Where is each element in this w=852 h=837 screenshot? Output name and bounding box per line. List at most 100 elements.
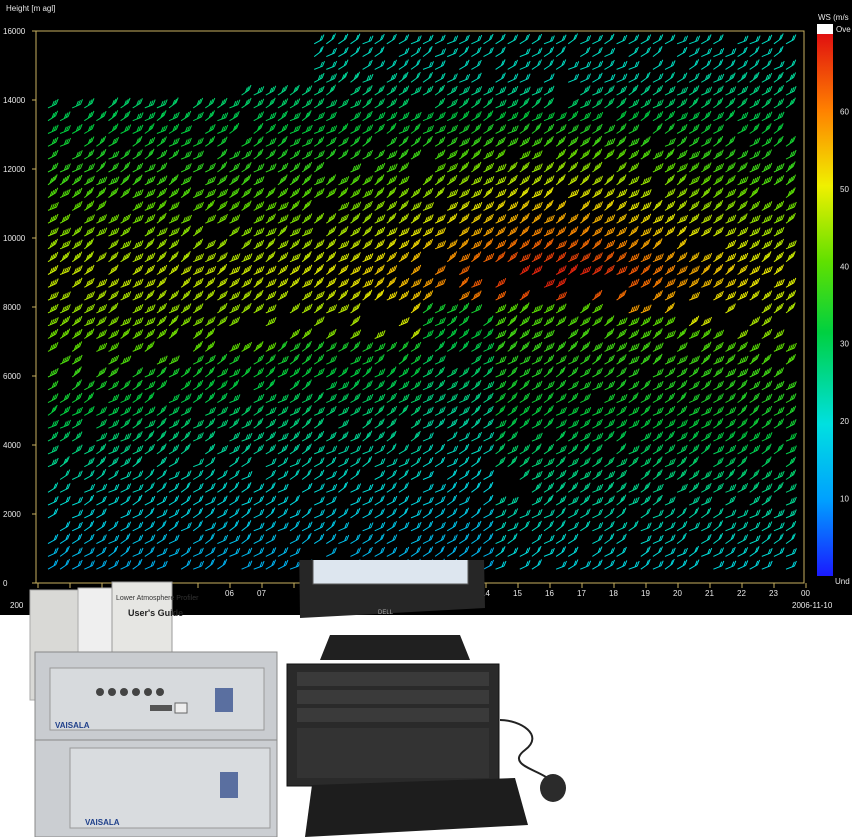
wind-barb	[374, 226, 386, 237]
wind-barb	[471, 227, 483, 237]
wind-barb	[313, 34, 325, 45]
wind-barb	[120, 213, 131, 224]
wind-barb	[446, 418, 458, 429]
wind-barb	[713, 277, 724, 288]
wind-barb	[689, 355, 700, 365]
wind-barb	[59, 456, 70, 468]
wind-barb	[156, 509, 168, 519]
wind-barb	[592, 86, 604, 96]
wind-barb	[422, 302, 433, 314]
wind-barb	[555, 481, 566, 493]
wind-barb	[519, 355, 531, 365]
wind-barb	[483, 187, 494, 199]
wind-barb	[761, 59, 772, 70]
wind-barb	[616, 317, 628, 327]
wind-barb	[313, 341, 325, 352]
wind-barb	[338, 137, 349, 147]
wind-barb	[676, 328, 687, 339]
wind-barb	[168, 214, 180, 224]
wind-barb	[531, 330, 543, 339]
wind-barb	[495, 316, 507, 327]
wind-barb	[289, 520, 300, 532]
wind-barb	[265, 482, 276, 493]
wind-barb	[132, 291, 144, 301]
wind-barb	[640, 98, 652, 109]
wind-barb	[507, 533, 518, 545]
wind-barb	[265, 469, 276, 480]
wind-barb	[386, 73, 398, 83]
wind-barb	[277, 394, 289, 404]
wind-barb	[59, 266, 71, 275]
wind-barb	[96, 560, 107, 570]
wind-barb	[253, 187, 264, 199]
wind-barb	[580, 432, 591, 442]
wind-barb	[531, 509, 543, 519]
wind-barb	[180, 150, 192, 160]
wind-barb	[229, 495, 240, 506]
wind-barb	[507, 187, 518, 199]
wind-barb	[459, 507, 470, 519]
wind-barb	[217, 470, 228, 480]
wind-barb	[410, 264, 422, 275]
wind-barb	[592, 265, 603, 275]
wind-barb	[350, 379, 361, 391]
wind-barb	[628, 189, 640, 199]
wind-barb	[168, 264, 180, 275]
wind-barb	[555, 34, 567, 45]
wind-barb	[229, 174, 240, 186]
colorbar	[817, 34, 833, 576]
wind-barb	[785, 290, 797, 301]
wind-barb	[205, 277, 216, 288]
wind-barb	[410, 149, 422, 160]
wind-barb	[350, 329, 362, 339]
wind-barb	[253, 86, 265, 96]
wind-barb	[688, 252, 700, 263]
wind-barb	[205, 316, 216, 327]
wind-barb	[459, 469, 470, 480]
wind-barb	[410, 394, 422, 404]
wind-barb	[507, 238, 518, 250]
wind-barb	[737, 368, 749, 378]
wind-barb	[507, 392, 518, 404]
wind-barb	[688, 367, 700, 378]
wind-barb	[229, 547, 241, 557]
wind-barb	[229, 111, 240, 122]
wind-barb	[701, 137, 712, 147]
wind-barb	[350, 469, 361, 480]
wind-barb	[434, 187, 445, 199]
wind-barb	[374, 85, 385, 96]
wind-barb	[120, 545, 131, 557]
wind-barb	[350, 201, 362, 211]
wind-barb	[386, 366, 397, 378]
wind-barb	[725, 175, 736, 186]
wind-barb	[616, 174, 627, 186]
wind-barb	[289, 125, 301, 134]
wind-barb	[785, 419, 797, 429]
wind-barb	[543, 417, 554, 429]
wind-barb	[652, 290, 663, 301]
wind-barb	[471, 392, 482, 404]
vaisala-logo-icon	[215, 688, 233, 712]
wind-barb	[108, 560, 120, 570]
wind-barb	[459, 443, 470, 455]
wind-barb	[422, 406, 434, 416]
wind-barb	[47, 457, 59, 468]
wind-barb	[326, 496, 337, 506]
wind-barb	[664, 547, 676, 557]
wind-barb	[410, 328, 421, 339]
wind-barb	[567, 444, 579, 455]
wind-barb	[689, 150, 701, 160]
wind-barb	[241, 419, 253, 429]
wind-barb	[253, 405, 264, 416]
wind-barb	[326, 445, 338, 455]
wind-barb	[688, 162, 700, 173]
wind-barb	[277, 124, 289, 134]
wind-barb	[761, 214, 773, 224]
wind-barb	[543, 316, 555, 327]
wind-barb	[289, 431, 301, 442]
wind-barb	[761, 72, 773, 83]
wind-barb	[338, 481, 348, 493]
wind-barb	[737, 162, 748, 173]
wind-barb	[749, 265, 761, 275]
wind-barb	[253, 227, 265, 237]
